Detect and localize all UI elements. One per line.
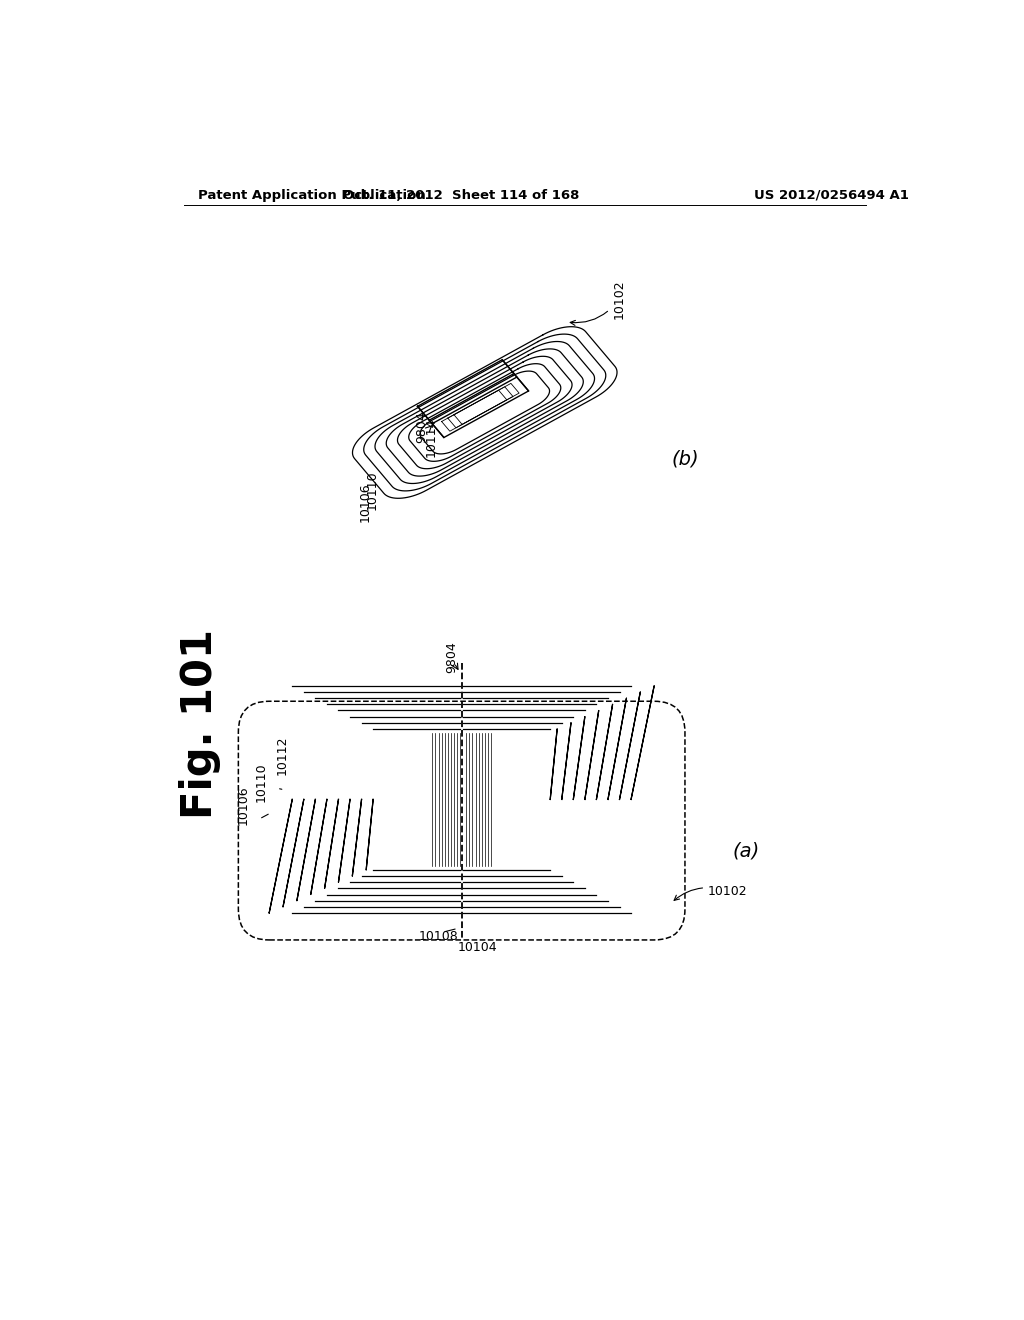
- Text: 10106: 10106: [358, 482, 372, 521]
- Text: (b): (b): [671, 449, 698, 469]
- Text: 9804: 9804: [444, 642, 458, 673]
- Text: (a): (a): [733, 842, 760, 861]
- Text: 10110: 10110: [255, 762, 267, 803]
- Text: Fig. 101: Fig. 101: [179, 630, 221, 820]
- Text: 10102: 10102: [674, 884, 748, 900]
- Text: 9804: 9804: [416, 412, 428, 444]
- Text: 10114: 10114: [425, 417, 437, 457]
- Text: Patent Application Publication: Patent Application Publication: [199, 189, 426, 202]
- Text: US 2012/0256494 A1: US 2012/0256494 A1: [754, 189, 908, 202]
- Text: Oct. 11, 2012  Sheet 114 of 168: Oct. 11, 2012 Sheet 114 of 168: [343, 189, 580, 202]
- Text: 10110: 10110: [366, 470, 379, 510]
- Text: 10102: 10102: [570, 279, 626, 325]
- Text: 10108: 10108: [419, 929, 459, 942]
- Text: 10112: 10112: [275, 735, 289, 775]
- Text: 10104: 10104: [458, 941, 497, 954]
- Text: 10106: 10106: [237, 785, 250, 825]
